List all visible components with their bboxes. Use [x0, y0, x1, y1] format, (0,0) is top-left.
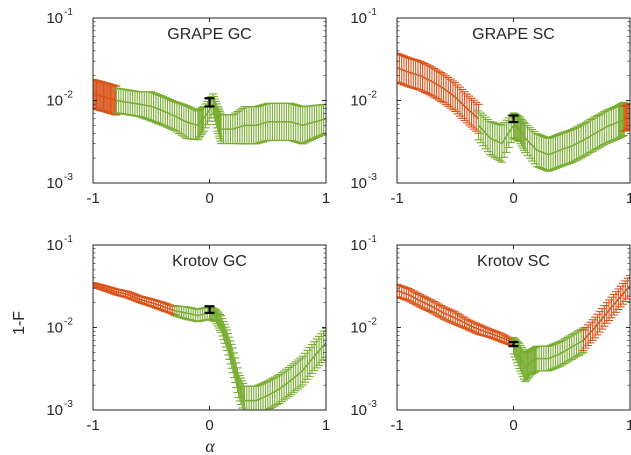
y-tick-label: 10 — [46, 320, 63, 337]
series-red-2 — [579, 274, 630, 352]
x-tick-label: 0 — [205, 417, 213, 434]
series-line — [116, 99, 326, 130]
data-layer — [397, 52, 630, 172]
y-tick-exponent: -2 — [64, 317, 73, 328]
series-green-1 — [170, 305, 326, 410]
y-tick-label: 10 — [46, 10, 63, 27]
x-tick-label: -1 — [86, 417, 99, 434]
panel-title: GRAPE GC — [167, 26, 251, 43]
data-layer — [397, 274, 630, 383]
x-tick-label: 1 — [322, 190, 330, 207]
y-tick-label: 10 — [46, 93, 63, 110]
y-tick-exponent: -2 — [368, 317, 377, 328]
x-tick-label: -1 — [86, 190, 99, 207]
y-tick-label: 10 — [350, 237, 367, 254]
series-red-0 — [397, 283, 518, 347]
y-tick-exponent: -2 — [64, 90, 73, 101]
y-tick-label: 10 — [46, 175, 63, 192]
y-tick-exponent: -1 — [64, 7, 73, 18]
y-tick-label: 10 — [46, 237, 63, 254]
x-tick-label: 0 — [509, 190, 517, 207]
y-tick-exponent: -3 — [368, 172, 377, 183]
series-line — [397, 289, 514, 344]
y-tick-label: 10 — [350, 175, 367, 192]
series-line — [397, 66, 480, 120]
series-red-0 — [93, 282, 179, 316]
series-line — [477, 118, 625, 156]
y-tick-label: 10 — [350, 320, 367, 337]
data-layer — [93, 78, 326, 145]
x-tick-label: 1 — [626, 417, 631, 434]
y-tick-label: 10 — [350, 402, 367, 419]
panel-title: GRAPE SC — [472, 26, 555, 43]
series-black-2 — [204, 305, 215, 314]
x-tick-label: 0 — [205, 190, 213, 207]
series-line — [93, 93, 117, 102]
y-tick-exponent: -1 — [368, 7, 377, 18]
x-tick-label: 1 — [626, 190, 631, 207]
series-black-3 — [508, 114, 519, 124]
series-green-1 — [474, 101, 629, 172]
panel-title: Krotov GC — [172, 253, 247, 270]
series-line — [623, 115, 630, 120]
x-tick-label: -1 — [390, 417, 403, 434]
y-tick-exponent: -1 — [368, 234, 377, 245]
series-green-1 — [112, 87, 326, 145]
panel-title: Krotov SC — [477, 253, 550, 270]
y-axis-label: 1-F — [11, 311, 28, 335]
x-tick-label: 0 — [509, 417, 517, 434]
series-red-0 — [93, 78, 121, 116]
series-black-2 — [204, 97, 215, 108]
series-line — [512, 339, 584, 369]
y-tick-label: 10 — [350, 93, 367, 110]
x-tick-label: -1 — [390, 190, 403, 207]
series-green-1 — [509, 327, 588, 383]
x-axis-label: α — [205, 436, 215, 455]
y-tick-label: 10 — [350, 10, 367, 27]
y-tick-exponent: -3 — [64, 399, 73, 410]
series-black-3 — [508, 340, 519, 348]
y-tick-exponent: -3 — [368, 399, 377, 410]
y-tick-exponent: -2 — [368, 90, 377, 101]
y-tick-label: 10 — [46, 402, 63, 419]
series-line — [582, 285, 630, 341]
series-line — [93, 284, 175, 312]
data-layer — [93, 282, 326, 410]
x-tick-label: 1 — [322, 417, 330, 434]
series-red-0 — [397, 52, 483, 134]
y-tick-exponent: -1 — [64, 234, 73, 245]
y-tick-exponent: -3 — [64, 172, 73, 183]
